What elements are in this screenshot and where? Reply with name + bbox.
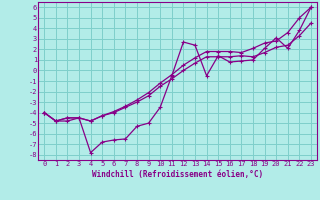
X-axis label: Windchill (Refroidissement éolien,°C): Windchill (Refroidissement éolien,°C) <box>92 170 263 179</box>
